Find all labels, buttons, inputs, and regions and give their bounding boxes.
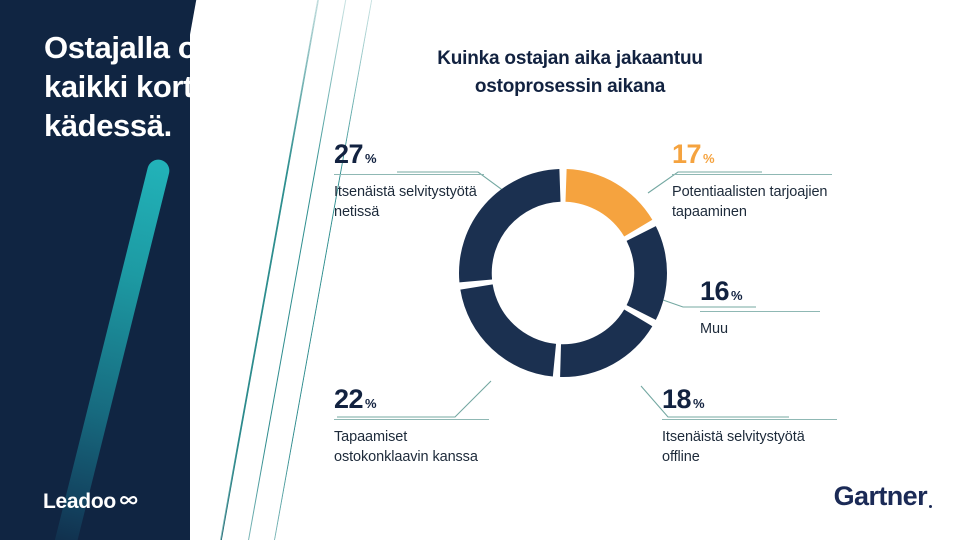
- callout-22-value: 22 %: [334, 386, 489, 413]
- donut-chart: [443, 153, 683, 393]
- callout-17-symbol: %: [703, 151, 715, 166]
- donut-svg: [459, 169, 668, 378]
- callout-18-label: Itsenäistä selvitystyötä offline: [662, 429, 805, 465]
- chart-title-line-1: Kuinka ostajan aika jakaantuu: [437, 48, 703, 69]
- callout-18-value: 18 %: [662, 386, 837, 413]
- gartner-logo: Gartner: [834, 481, 932, 512]
- callout-17-number: 17: [672, 139, 702, 169]
- callout-16-rule: [700, 311, 820, 312]
- donut-segment-18[interactable]: [560, 309, 653, 378]
- leadoo-wordmark: Leadoo: [43, 490, 116, 513]
- callout-17-value: 17 %: [672, 141, 832, 168]
- callout-27: 27 % Itsenäistä selvitystyötä netissä: [334, 141, 484, 222]
- teal-accent-bar: [48, 157, 172, 540]
- callout-27-label: Itsenäistä selvitystyötä netissä: [334, 184, 477, 220]
- donut-segment-17[interactable]: [565, 169, 653, 237]
- callout-22-symbol: %: [365, 396, 377, 411]
- callout-17-label: Potentiaalisten tarjoajien tapaaminen: [672, 184, 828, 220]
- callout-16-symbol: %: [731, 288, 743, 303]
- callout-27-rule: [334, 174, 484, 175]
- callout-27-value: 27 %: [334, 141, 484, 168]
- callout-18-rule: [662, 419, 837, 420]
- callout-22-label: Tapaamiset ostokonklaavin kanssa: [334, 429, 478, 465]
- headline: Ostajalla on kaikki kortit kädessä.: [44, 28, 299, 145]
- callout-16-label: Muu: [700, 321, 728, 337]
- donut-segment-16[interactable]: [626, 226, 668, 320]
- gartner-wordmark: Gartner: [833, 481, 928, 511]
- callout-22-rule: [334, 419, 489, 420]
- callout-18: 18 % Itsenäistä selvitystyötä offline: [662, 386, 837, 467]
- chart-title-line-2: ostoprosessin aikana: [474, 75, 666, 97]
- headline-line-2: kaikki kortit: [44, 69, 212, 105]
- headline-line-1: Ostajalla on: [44, 30, 215, 65]
- callout-22-number: 22: [334, 384, 364, 414]
- donut-segments: [459, 169, 668, 378]
- callout-18-symbol: %: [693, 396, 705, 411]
- donut-segment-27[interactable]: [459, 169, 561, 283]
- leadoo-logo: Leadoo: [43, 490, 140, 514]
- gartner-registered-dot: [929, 505, 932, 508]
- callout-18-number: 18: [662, 384, 692, 414]
- callout-16: 16 % Muu: [700, 278, 820, 339]
- headline-line-3: kädessä.: [44, 108, 172, 144]
- callout-16-value: 16 %: [700, 278, 820, 305]
- callout-16-number: 16: [700, 276, 730, 306]
- chart-title: Kuinka ostajan aika jakaantuu ostoproses…: [360, 45, 780, 100]
- callout-27-symbol: %: [365, 151, 377, 166]
- infinity-icon: [118, 494, 140, 513]
- callout-17: 17 % Potentiaalisten tarjoajien tapaamin…: [672, 141, 832, 222]
- callout-17-rule: [672, 174, 832, 175]
- callout-27-number: 27: [334, 139, 364, 169]
- callout-22: 22 % Tapaamiset ostokonklaavin kanssa: [334, 386, 489, 467]
- donut-segment-22[interactable]: [460, 284, 557, 377]
